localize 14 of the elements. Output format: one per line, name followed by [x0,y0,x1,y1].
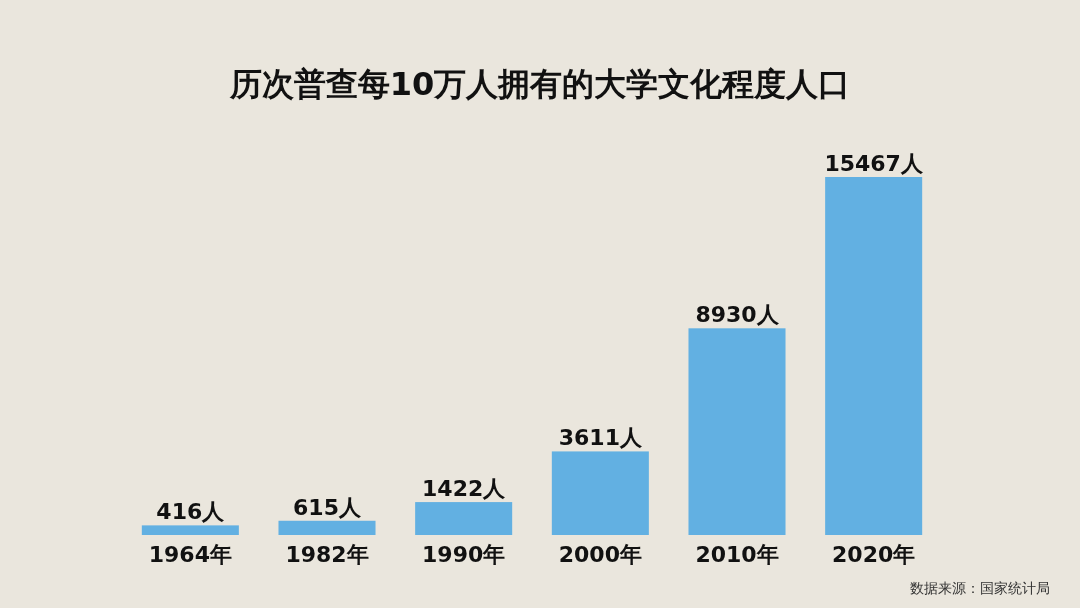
x-tick-label: 1964年 [148,542,232,567]
data-label: 3611人 [558,425,643,451]
chart-title: 历次普查每10万人拥有的大学文化程度人口 [228,65,851,103]
x-tick-label: 1982年 [285,542,369,567]
x-tick-label: 2010年 [695,542,779,567]
source-note: 数据来源：国家统计局 [910,580,1050,596]
data-label: 615人 [293,494,362,520]
x-tick-label: 2000年 [558,542,642,567]
data-label: 416人 [156,499,226,525]
data-label: 15467人 [824,151,924,176]
data-label: 1422人 [422,476,507,502]
x-tick-label: 1990年 [422,542,506,567]
data-label: 8930人 [695,302,780,328]
x-tick-label: 2020年 [832,542,916,567]
